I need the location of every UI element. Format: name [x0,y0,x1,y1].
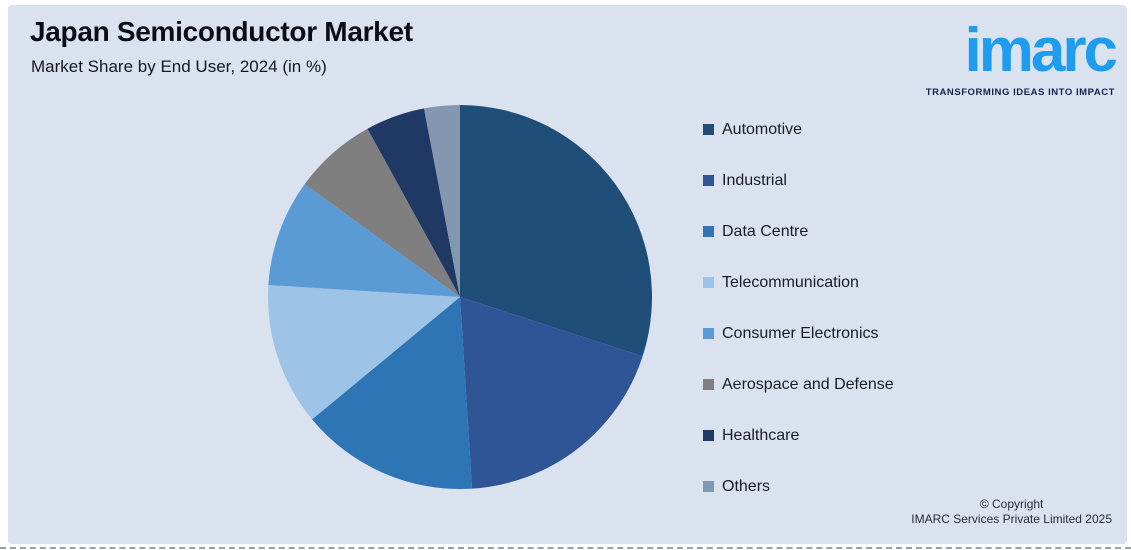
pie-slice-industrial [460,297,643,489]
legend-swatch-icon [703,430,714,441]
legend-swatch-icon [703,379,714,390]
imarc-logo: imarc TRANSFORMING IDEAS INTO IMPACT [899,9,1118,98]
imarc-logo-tagline: TRANSFORMING IDEAS INTO IMPACT [925,87,1115,98]
legend-label: Industrial [722,172,787,189]
legend-label: Healthcare [722,427,800,444]
legend-label: Aerospace and Defense [722,376,894,393]
legend-item-aerospace-and-defense: Aerospace and Defense [703,374,894,395]
pie-slice-consumer-electronics [268,184,460,297]
pie-slice-data-centre [312,297,473,489]
legend-item-data-centre: Data Centre [703,221,894,242]
legend-label: Others [722,478,771,495]
pie-slice-healthcare [367,108,460,298]
legend-item-consumer-electronics: Consumer Electronics [703,323,894,344]
pie-chart-svg [268,105,652,489]
legend-item-telecommunication: Telecommunication [703,272,894,293]
legend-swatch-icon [703,277,714,288]
legend-swatch-icon [703,481,714,492]
legend-swatch-icon [703,175,714,186]
pie-chart [268,105,652,489]
legend-label: Telecommunication [722,274,859,291]
legend-item-automotive: Automotive [703,119,894,140]
bottom-dashed-divider [0,547,1131,549]
pie-slice-others [424,105,460,297]
imarc-logo-text: imarc [964,16,1118,85]
legend-item-others: Others [703,476,894,497]
pie-slice-aerospace-and-defense [304,128,460,297]
page-subtitle: Market Share by End User, 2024 (in %) [31,57,327,76]
page-title: Japan Semiconductor Market [30,16,413,47]
copyright-line1: © Copyright [979,497,1044,511]
legend-swatch-icon [703,226,714,237]
legend-label: Consumer Electronics [722,325,879,342]
infographic-card: Japan Semiconductor Market Market Share … [8,5,1127,544]
legend-swatch-icon [703,124,714,135]
legend-label: Automotive [722,121,803,138]
copyright-line2: IMARC Services Private Limited 2025 [911,512,1112,526]
legend: Automotive Industrial Data Centre Telecommu… [703,119,894,527]
pie-slice-automotive [460,105,652,357]
legend-swatch-icon [703,328,714,339]
legend-item-industrial: Industrial [703,170,894,191]
copyright: © Copyright IMARC Services Private Limit… [911,497,1112,527]
pie-slice-telecommunication [268,284,460,420]
legend-label: Data Centre [722,223,809,240]
legend-item-healthcare: Healthcare [703,425,894,446]
